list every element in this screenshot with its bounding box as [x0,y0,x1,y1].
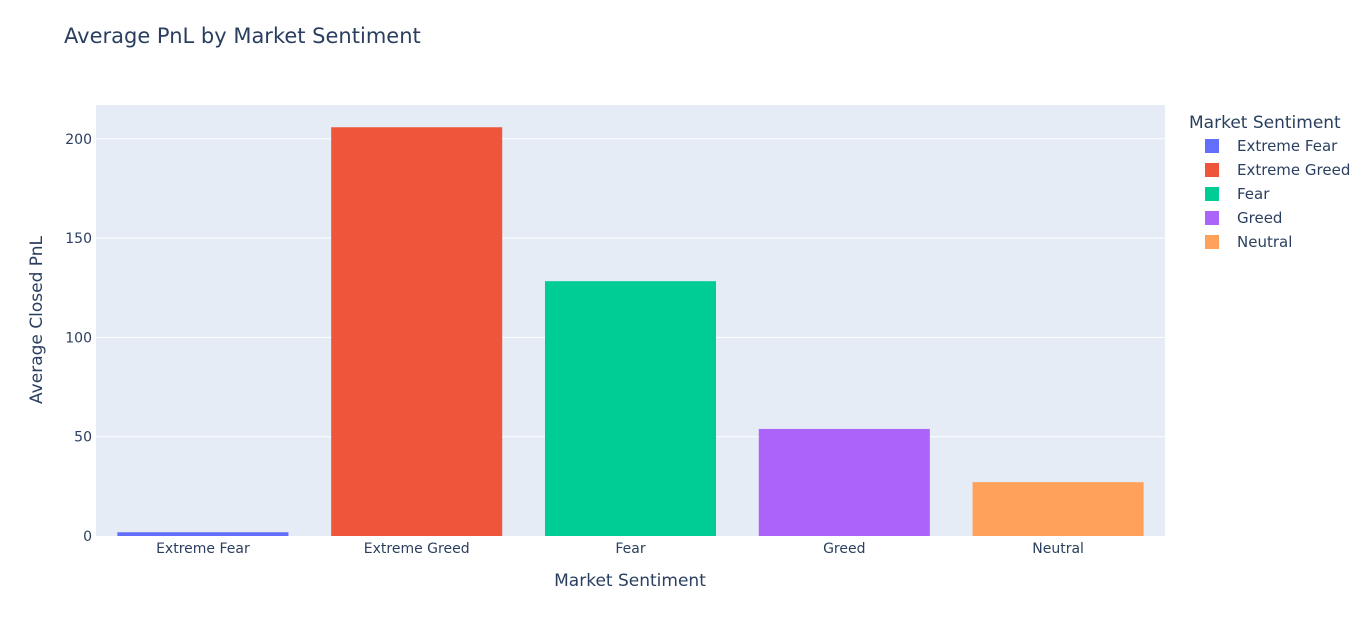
y-tick-label: 0 [83,529,92,545]
bar-fear[interactable] [544,281,717,536]
y-tick-label: 50 [74,430,92,446]
bar-extreme-greed[interactable] [331,127,503,536]
legend-item-fear[interactable]: Fear [1205,185,1270,203]
legend-label: Extreme Greed [1237,161,1350,179]
legend-title: Market Sentiment [1189,113,1341,133]
y-tick-label: 150 [65,231,92,247]
bars [117,127,1144,536]
x-tick-label: Extreme Fear [156,541,250,557]
legend-item-greed[interactable]: Greed [1205,209,1282,227]
x-axis-title: Market Sentiment [554,571,706,591]
x-axis-ticks: Extreme Fear Extreme Greed Fear Greed Neutra… [156,541,1084,557]
y-axis-title: Average Closed PnL [27,236,47,404]
x-tick-label: Greed [823,541,865,557]
legend-item-extreme-greed[interactable]: Extreme Greed [1205,161,1350,179]
legend-label: Greed [1237,209,1282,227]
legend-swatch [1205,211,1219,225]
legend: Market Sentiment Extreme Fear Extreme Gre… [1189,113,1350,251]
legend-swatch [1205,139,1219,153]
bar-neutral[interactable] [972,482,1144,536]
bar-extreme-fear[interactable] [117,532,289,536]
legend-item-neutral[interactable]: Neutral [1205,233,1292,251]
legend-swatch [1205,187,1219,201]
bar-greed[interactable] [758,428,930,536]
y-tick-label: 100 [65,330,92,346]
chart-title: Average PnL by Market Sentiment [64,24,421,48]
legend-label: Neutral [1237,233,1292,251]
legend-label: Extreme Fear [1237,137,1338,155]
legend-items: Extreme Fear Extreme Greed Fear Greed Neutra… [1205,137,1350,251]
legend-label: Fear [1237,185,1270,203]
y-tick-label: 200 [65,132,92,148]
x-tick-label: Neutral [1032,541,1084,557]
legend-swatch [1205,163,1219,177]
legend-swatch [1205,235,1219,249]
x-tick-label: Extreme Greed [364,541,470,557]
legend-item-extreme-fear[interactable]: Extreme Fear [1205,137,1338,155]
y-axis-ticks: 0 50 100 150 200 [65,132,92,545]
x-tick-label: Fear [615,541,645,557]
